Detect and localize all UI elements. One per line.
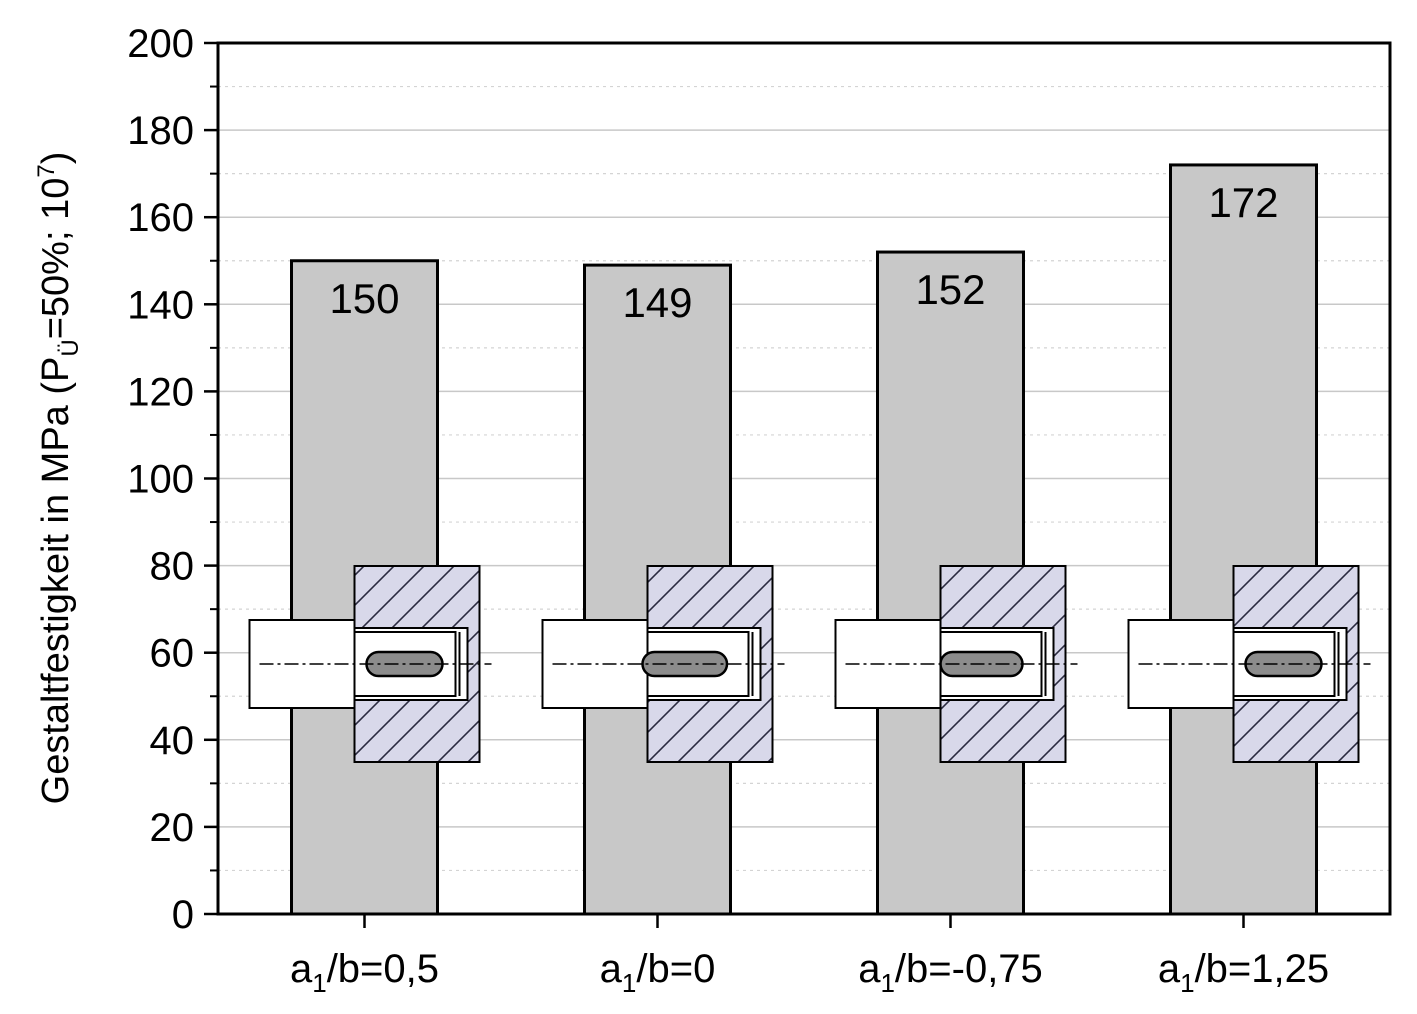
y-tick-label: 0 — [172, 893, 194, 937]
x-tick-label: a1/b=0,5 — [290, 947, 439, 998]
bar-value-label: 172 — [1208, 179, 1278, 226]
y-tick-label: 40 — [150, 719, 195, 763]
y-tick-label: 120 — [127, 370, 194, 414]
y-tick-label: 20 — [150, 806, 195, 850]
y-tick-label: 200 — [127, 22, 194, 66]
y-tick-label: 160 — [127, 196, 194, 240]
bar-value-label: 150 — [329, 275, 399, 322]
bar — [1169, 163, 1318, 916]
shaft-hub-connection-icon — [541, 565, 785, 763]
y-axis-ticks: 0 20 40 60 80 100 120 140 160 180 200 — [127, 22, 218, 937]
shaft-hub-connection-icon — [1127, 565, 1371, 763]
y-tick-label: 100 — [127, 458, 194, 502]
y-tick-label: 180 — [127, 109, 194, 153]
bars — [290, 163, 1318, 916]
x-axis-ticks: a1/b=0,5 a1/b=0 a1/b=-0,75 a1/b=1,25 — [290, 914, 1329, 998]
x-tick-label: a1/b=-0,75 — [858, 947, 1043, 998]
x-tick-label: a1/b=0 — [600, 947, 716, 998]
y-tick-label: 140 — [127, 283, 194, 327]
bar-value-label: 149 — [622, 279, 692, 326]
shaft-hub-connection-icon — [248, 565, 492, 763]
y-tick-label: 60 — [150, 632, 195, 676]
inset-drawings — [248, 565, 1371, 763]
shaft-hub-connection-icon — [834, 565, 1078, 763]
y-tick-label: 80 — [150, 545, 195, 589]
value-labels: 150 149 152 172 — [329, 179, 1278, 326]
y-axis-title: Gestaltfestigkeit in MPa (PÜ=50%; 107) — [33, 152, 84, 805]
bar-value-label: 152 — [915, 266, 985, 313]
x-tick-label: a1/b=1,25 — [1158, 947, 1329, 998]
